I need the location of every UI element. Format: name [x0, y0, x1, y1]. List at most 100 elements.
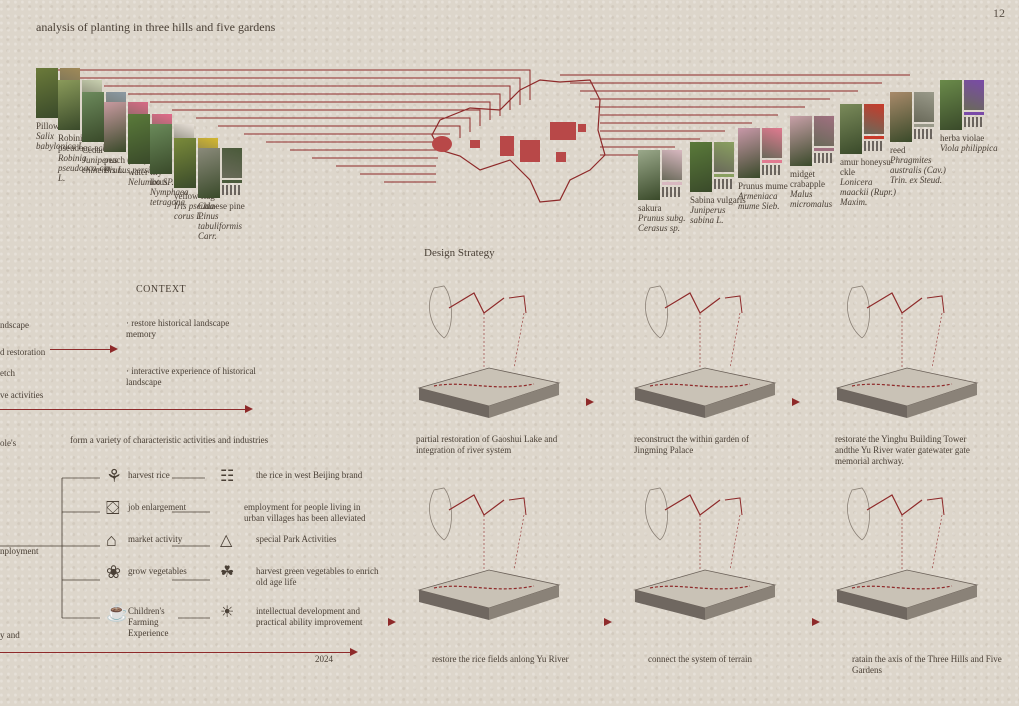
plant-name: herba violae: [940, 133, 985, 143]
plant-latin-name: Malus micromalus: [790, 189, 833, 209]
context-label-3: etch: [0, 368, 15, 378]
plant-name: water lily: [128, 167, 163, 177]
context-label-2: d restoration: [0, 347, 46, 357]
plant-photo: [82, 92, 104, 142]
tent-icon: △: [220, 532, 233, 549]
market-stall-icon: ⌂: [106, 530, 117, 550]
plant-latin-name: Prunus subg. Cerasus sp.: [638, 213, 686, 233]
plant-detail-photo: [714, 142, 734, 172]
plant-photo: [738, 128, 760, 178]
plant-latin-name: Prunus persica: [104, 165, 159, 175]
plant-photo: [104, 102, 126, 152]
plant-card: Chinese pine Pinus tabuliformis Carr.: [198, 148, 258, 241]
timeline-arrow-1: [0, 409, 245, 410]
plant-name: Robinia pseudoac-acia: [58, 133, 109, 153]
context-label-4: ve activities: [0, 390, 44, 400]
strategy-caption: reconstruct the within garden of Jingmin…: [634, 434, 749, 455]
plant-name: lotus: [150, 177, 168, 187]
strategy-caption: ratain the axis of the Three Hills and F…: [852, 654, 1002, 675]
timeline-year: 2024: [315, 654, 333, 664]
plant-name: amur honeysu-ckle: [840, 157, 894, 177]
plant-latin-name: Juniperus chinensis L.: [82, 155, 126, 175]
plant-detail-photo: [914, 92, 934, 122]
plant-photo: [690, 142, 712, 192]
timeline-arrow-2: [0, 652, 350, 653]
plant-name: Cedar: [82, 145, 104, 155]
plant-card: Prunus mume Armeniaca mume Sieb.: [738, 128, 798, 211]
plant-latin-name: Robinia pseudoaca-cia L.: [58, 153, 111, 183]
timeline-arrow-2-head: [350, 648, 358, 656]
brand-icon: ☷: [220, 468, 235, 485]
plant-latin-name: Phragmites australis (Cav.) Trin. ex Ste…: [890, 155, 946, 185]
context-label-5: ole's: [0, 438, 17, 448]
plant-latin-name: Viola philippica: [940, 143, 998, 153]
context-arrow-line: [50, 349, 110, 350]
strategy-arrow: [604, 618, 612, 626]
strategy-caption: connect the system of terrain: [648, 654, 752, 664]
lightbulb-icon: ☀: [220, 604, 235, 621]
activity-outcome: employment for people living in urban vi…: [244, 502, 366, 523]
plant-card: amur honeysu-ckle Lonicera maackii (Rupr.…: [840, 104, 900, 207]
plant-photo: [174, 138, 196, 188]
activity-label: market activity: [128, 534, 183, 544]
activity-label: Children's Farming Experience: [128, 606, 169, 638]
strategy-caption: restore the rice fields anlong Yu River: [432, 654, 569, 664]
plant-name: Prunus mume: [738, 181, 788, 191]
context-label-7: y and: [0, 630, 20, 640]
plant-latin-name: Nelumbo SP.: [128, 177, 174, 187]
activities-subtitle: form a variety of characteristic activit…: [70, 435, 269, 445]
strategy-diagram: [835, 285, 979, 418]
plant-name: peach (tree): [104, 155, 147, 165]
plant-photo: [36, 68, 58, 118]
plant-detail-photo: [814, 116, 834, 146]
plant-name: Chinese pine: [198, 201, 245, 211]
plant-card: Sabina vulgaris Juniperus sabina L.: [690, 142, 750, 225]
plant-latin-name: Armeniaca mume Sieb.: [738, 191, 780, 211]
plant-card: sakura Prunus subg. Cerasus sp.: [638, 150, 698, 233]
strategy-arrow: [812, 618, 820, 626]
plant-latin-name: Pinus tabuliformis Carr.: [198, 211, 243, 241]
plant-name: midget crabapple: [790, 169, 825, 189]
plant-name: reed: [890, 145, 906, 155]
plant-photo: [58, 80, 80, 130]
plant-photo: [790, 116, 812, 166]
sprout-icon: ☘: [220, 564, 235, 581]
activity-tree: [0, 477, 210, 619]
plant-photo: [150, 124, 172, 174]
plant-latin-name: Juniperus sabina L.: [690, 205, 726, 225]
strategy-diagram: [633, 285, 777, 418]
plant-detail-photo: [762, 128, 782, 158]
activity-label: grow vegetables: [128, 566, 187, 576]
activity-outcome: special Park Activities: [256, 534, 337, 544]
plant-card: herba violae Viola philippica: [940, 80, 1000, 153]
activity-label: job enlargement: [128, 502, 187, 512]
plant-detail-photo: [964, 80, 984, 110]
plant-photo: [840, 104, 862, 154]
plant-card: midget crabapple Malus micromalus: [790, 116, 850, 209]
plant-photo: [940, 80, 962, 130]
plant-name: yellow flag: [174, 191, 215, 201]
strategy-arrow: [388, 618, 396, 626]
plant-latin-name: Nymphaea tetragona: [150, 187, 189, 207]
activity-outcome: harvest green vegetables to enrich old a…: [256, 566, 379, 587]
strategy-diagram: [417, 487, 561, 620]
rice-icon: ⚘: [106, 466, 123, 486]
context-bullet-1: · restore historical landscape memory: [126, 318, 230, 339]
strategy-caption: restorate the Yinghu Building Tower andt…: [835, 434, 970, 466]
plant-photo: [128, 114, 150, 164]
vegetable-icon: ❀: [106, 562, 122, 582]
plant-latin-name: Salix babylonica L.: [36, 131, 86, 151]
page-number: 12: [993, 6, 1005, 20]
plant-latin-name: Iris pseuda-corus L.: [174, 201, 218, 221]
context-arrow-head: [110, 345, 118, 353]
watering-can-icon: ☕: [106, 602, 129, 622]
plant-detail-photo: [222, 148, 242, 178]
context-label-1: ndscape: [0, 320, 29, 330]
context-bullet-2: · interactive experience of historical l…: [126, 366, 256, 387]
activity-outcome: intellectual development and practical a…: [256, 606, 363, 627]
strategy-heading: Design Strategy: [424, 247, 495, 259]
plant-photo: [638, 150, 660, 200]
activity-outcome: the rice in west Beijing brand: [256, 470, 363, 480]
strategy-diagram: [417, 285, 561, 418]
plant-name: Pillow: [36, 121, 60, 131]
